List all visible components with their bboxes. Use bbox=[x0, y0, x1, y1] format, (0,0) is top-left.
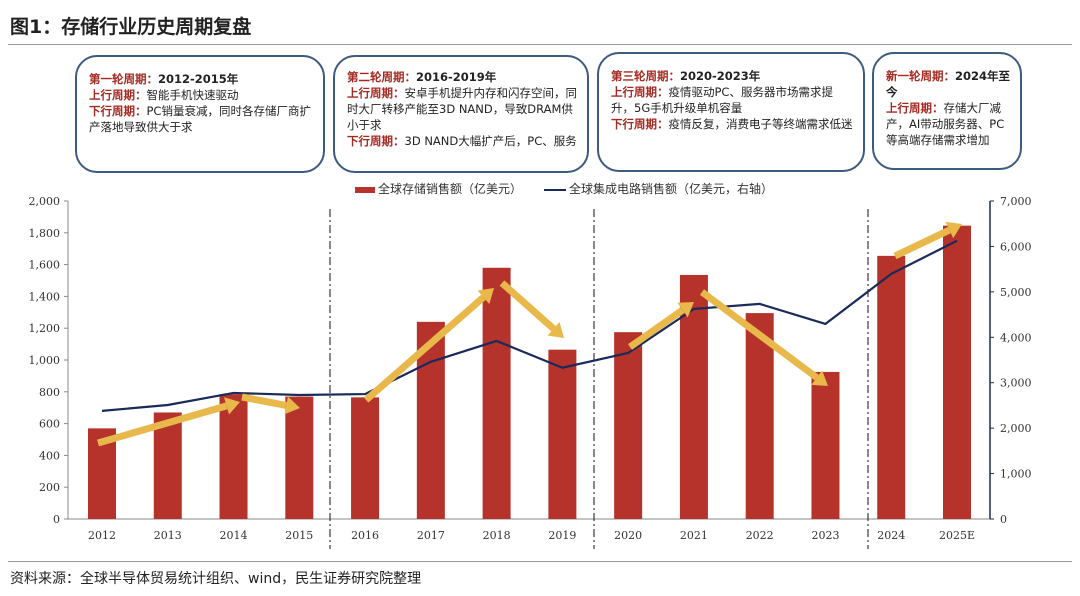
x-tick-label: 2012 bbox=[88, 529, 116, 542]
bar-2013 bbox=[153, 412, 182, 519]
upcycle-text: 疫情驱动PC、服务器市场需求提升，5G手机升级单机容量 bbox=[611, 85, 833, 115]
right-tick-label: 3,000 bbox=[1000, 377, 1032, 390]
trend-arrow bbox=[627, 307, 685, 350]
legend-label: 全球集成电路销售额（亿美元，右轴） bbox=[569, 182, 774, 196]
title-divider bbox=[8, 44, 1072, 45]
upcycle-text: 智能手机快速驱动 bbox=[146, 88, 239, 102]
upcycle-label: 上行周期： bbox=[886, 101, 944, 115]
x-tick-label: 2019 bbox=[548, 529, 576, 542]
left-tick-label: 2,000 bbox=[29, 195, 61, 208]
right-tick-label: 0 bbox=[1000, 513, 1007, 526]
left-tick-label: 1,000 bbox=[29, 354, 61, 367]
right-tick-label: 6,000 bbox=[1000, 240, 1032, 253]
left-tick-label: 1,600 bbox=[29, 259, 61, 272]
upcycle-label: 上行周期： bbox=[347, 86, 405, 100]
bar-2015 bbox=[285, 396, 314, 519]
x-tick-label: 2020 bbox=[614, 529, 642, 542]
box-heading: 第一轮周期： bbox=[89, 72, 158, 86]
upcycle-text: 安卓手机提升内存和闪存空间，同时大厂转移产能至3D NAND，导致DRAM供小于… bbox=[347, 86, 577, 132]
x-tick-label: 2024 bbox=[877, 529, 905, 542]
x-tick-label: 2018 bbox=[483, 529, 511, 542]
upcycle-label: 上行周期： bbox=[89, 88, 147, 102]
downcycle-label: 下行周期： bbox=[611, 117, 669, 131]
source-divider bbox=[8, 561, 1072, 562]
cycle-box-3: 第三轮周期：2020-2023年 上行周期：疫情驱动PC、服务器市场需求提升，5… bbox=[597, 52, 865, 172]
downcycle-text: 疫情反复，消费电子等终端需求低迷 bbox=[668, 117, 853, 131]
downcycle-text: 3D NAND大幅扩产后，PC、服务 bbox=[404, 134, 577, 148]
left-tick-label: 1,800 bbox=[29, 227, 61, 240]
trend-arrow-head bbox=[945, 221, 962, 239]
trend-arrow-head bbox=[477, 288, 494, 304]
right-tick-label: 7,000 bbox=[1000, 195, 1032, 208]
ic-sales-line bbox=[101, 239, 958, 412]
right-tick-label: 4,000 bbox=[1000, 331, 1032, 344]
x-tick-label: 2022 bbox=[746, 529, 774, 542]
left-tick-label: 800 bbox=[39, 386, 60, 399]
upcycle-label: 上行周期： bbox=[611, 85, 669, 99]
legend-item-ic: 全球集成电路销售额（亿美元，右轴） bbox=[544, 180, 773, 197]
trend-arrow-head bbox=[547, 321, 564, 338]
trend-arrow-head bbox=[811, 370, 828, 386]
x-tick-label: 2014 bbox=[220, 529, 248, 542]
bar-2024 bbox=[877, 255, 906, 520]
box-heading: 新一轮周期： bbox=[886, 69, 955, 83]
trend-arrow bbox=[97, 402, 228, 447]
trend-arrow-head bbox=[224, 397, 240, 415]
box-period: 2012-2015年 bbox=[158, 72, 239, 86]
x-tick-label: 2015 bbox=[285, 529, 313, 542]
legend-item-storage: 全球存储销售额（亿美元） bbox=[355, 180, 522, 197]
trend-arrow bbox=[893, 226, 951, 260]
trend-arrow bbox=[241, 393, 287, 409]
box-heading: 第三轮周期： bbox=[611, 69, 680, 83]
bar-2016 bbox=[351, 397, 380, 519]
bar-2020 bbox=[614, 332, 643, 519]
trend-arrow-head bbox=[284, 396, 300, 415]
figure-title: 图1：存储行业历史周期复盘 bbox=[10, 16, 252, 38]
left-tick-label: 400 bbox=[39, 449, 60, 462]
bar-2023 bbox=[811, 371, 840, 519]
trend-arrow bbox=[363, 294, 486, 403]
cycle-box-1: 第一轮周期：2012-2015年 上行周期：智能手机快速驱动 下行周期：PC销量… bbox=[75, 55, 325, 173]
x-tick-label: 2023 bbox=[811, 529, 839, 542]
x-tick-label: 2021 bbox=[680, 529, 708, 542]
left-tick-label: 1,200 bbox=[29, 322, 61, 335]
bar-2022 bbox=[745, 313, 774, 519]
source-note: 资料来源：全球半导体贸易统计组织、wind，民生证券研究院整理 bbox=[10, 571, 422, 587]
trend-arrow-head bbox=[677, 302, 694, 318]
left-tick-label: 1,400 bbox=[29, 290, 61, 303]
trend-arrow bbox=[499, 280, 556, 332]
chart-legend: 全球存储销售额（亿美元） 全球集成电路销售额（亿美元，右轴） bbox=[355, 180, 773, 197]
x-tick-label: 2025E bbox=[939, 529, 975, 542]
trend-arrow bbox=[699, 289, 819, 381]
downcycle-label: 下行周期： bbox=[89, 104, 147, 118]
cycle-box-4: 新一轮周期：2024年至今 上行周期：存储大厂减产，AI带动服务器、PC等高端存… bbox=[872, 52, 1022, 170]
left-tick-label: 600 bbox=[39, 418, 60, 431]
bar-2019 bbox=[548, 349, 577, 519]
box-period: 2020-2023年 bbox=[680, 69, 761, 83]
box-period: 2016-2019年 bbox=[416, 70, 497, 84]
box-heading: 第二轮周期： bbox=[347, 70, 416, 84]
x-tick-label: 2017 bbox=[417, 529, 445, 542]
upcycle-text: 存储大厂减产，AI带动服务器、PC等高端存储需求增加 bbox=[886, 101, 1005, 147]
box-period: 2024年至今 bbox=[886, 69, 1011, 99]
cycle-box-2: 第二轮周期：2016-2019年 上行周期：安卓手机提升内存和闪存空间，同时大厂… bbox=[333, 55, 589, 173]
downcycle-label: 下行周期： bbox=[347, 134, 405, 148]
x-tick-label: 2013 bbox=[154, 529, 182, 542]
bar-2014 bbox=[219, 394, 248, 519]
right-tick-label: 2,000 bbox=[1000, 422, 1032, 435]
downcycle-text: PC销量衰减，同时各存储厂商扩产落地导致供大于求 bbox=[89, 104, 311, 134]
right-tick-label: 5,000 bbox=[1000, 286, 1032, 299]
right-tick-label: 1,000 bbox=[1000, 468, 1032, 481]
left-tick-label: 200 bbox=[39, 481, 60, 494]
bar-2025E bbox=[943, 225, 971, 519]
left-tick-label: 0 bbox=[53, 513, 60, 526]
x-tick-label: 2016 bbox=[351, 529, 379, 542]
legend-label: 全球存储销售额（亿美元） bbox=[378, 182, 523, 196]
bar-2018 bbox=[482, 267, 511, 519]
